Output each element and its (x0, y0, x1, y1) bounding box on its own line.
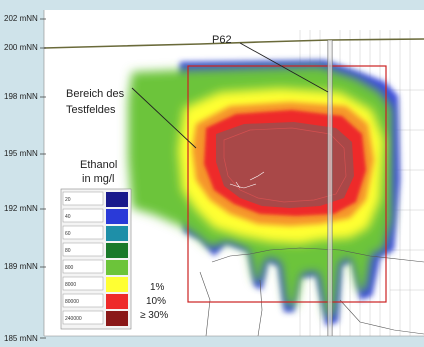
legend-value-cell (62, 191, 104, 206)
legend-color-swatch (106, 243, 128, 258)
legend-rows: 20 40 60 80 800 8000 80000 240000 (62, 191, 128, 326)
well-p62 (327, 40, 333, 336)
well-label: P62 (212, 34, 232, 46)
area-label-line2: Testfeldes (66, 104, 116, 116)
legend-value-cell (62, 259, 104, 274)
legend-percent-1: 1% (150, 282, 165, 293)
legend-color-swatch (106, 260, 128, 275)
legend-value-label: 80 (65, 248, 71, 254)
y-axis: 202 mNN 200 mNN 198 mNN 195 mNN 192 mNN … (4, 10, 46, 343)
subsurface-lines (199, 247, 424, 337)
ground-surface-line (43, 38, 424, 49)
legend-value-label: 8000 (65, 282, 76, 288)
legend-value-label: 80000 (65, 299, 79, 305)
legend-title-line2: in mg/l (82, 173, 114, 185)
core-markings (229, 171, 265, 189)
legend-color-swatch (106, 277, 128, 292)
legend-value-label: 800 (65, 265, 74, 271)
legend-value-cell (62, 225, 104, 240)
legend-value-cell (62, 208, 104, 223)
legend-value-label: 20 (65, 197, 71, 203)
y-tick-label: 185 mNN (4, 334, 38, 343)
y-tick-label: 202 mNN (4, 14, 38, 23)
well-leader-line (239, 42, 329, 93)
y-tick-label: 198 mNN (4, 92, 38, 101)
legend-color-swatch (106, 311, 128, 326)
legend-color-swatch (106, 209, 128, 224)
y-tick-label: 195 mNN (4, 149, 38, 158)
y-tick-label: 192 mNN (4, 204, 38, 213)
legend-color-swatch (106, 294, 128, 309)
legend-value-cell (62, 310, 104, 325)
legend-percent-10: 10% (146, 296, 166, 307)
legend-value-cell (62, 276, 104, 291)
legend-value-label: 60 (65, 231, 71, 237)
legend-value-cell (62, 293, 104, 308)
legend-value-cell (62, 242, 104, 257)
y-tick-label: 200 mNN (4, 43, 38, 52)
legend-color-swatch (106, 192, 128, 207)
legend-percent-30: ≥ 30% (140, 310, 168, 321)
area-leader-line (131, 87, 197, 149)
legend-value-label: 240000 (65, 316, 82, 322)
legend: Ethanol in mg/l 20 40 60 80 800 8000 80000 2400… (60, 159, 168, 330)
legend-color-swatch (106, 226, 128, 241)
area-label-line1: Bereich des (66, 88, 125, 100)
testfield-border (187, 65, 387, 303)
y-tick-label: 189 mNN (4, 262, 38, 271)
legend-title-line1: Ethanol (80, 159, 117, 171)
legend-value-label: 40 (65, 214, 71, 220)
plume-core-zone (216, 122, 354, 208)
